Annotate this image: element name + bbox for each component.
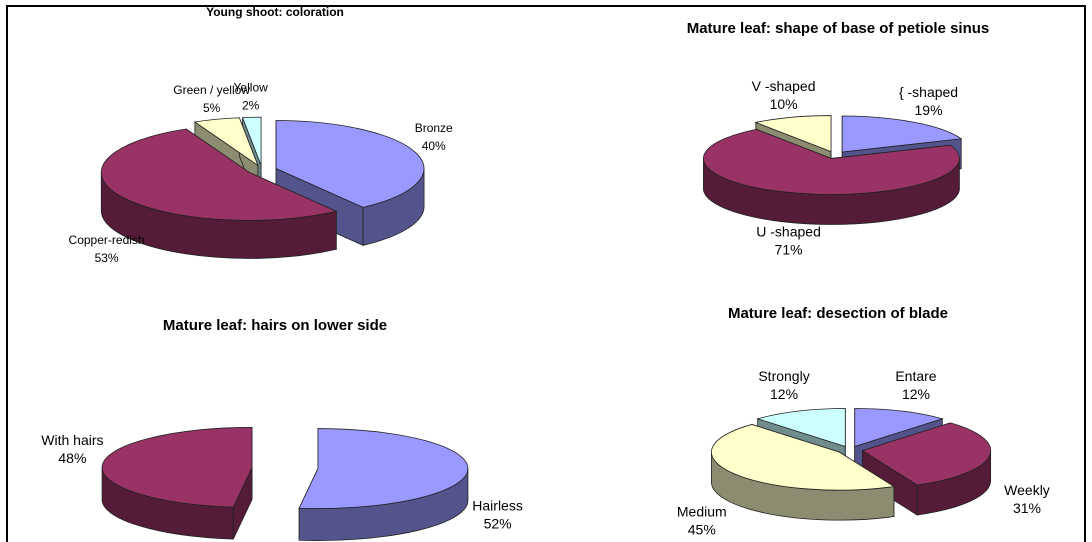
slice <box>298 428 469 509</box>
pie-chart: Mature leaf: shape of base of petiole si… <box>687 20 990 258</box>
slice-value-label: 45% <box>688 522 716 538</box>
slice-label: U -shaped <box>756 224 821 240</box>
slice <box>754 115 832 153</box>
slice-label: With hairs <box>41 432 103 448</box>
slice-value-label: 48% <box>58 450 86 466</box>
slice-label: Bronze <box>415 121 453 135</box>
slice <box>841 115 963 153</box>
chart-title: Mature leaf: hairs on lower side <box>163 317 387 334</box>
chart-title: Mature leaf: shape of base of petiole si… <box>687 20 990 37</box>
frame <box>6 5 1086 542</box>
slice-value-label: 5% <box>203 101 221 115</box>
slice <box>711 424 896 491</box>
slice <box>100 128 338 221</box>
slice-value-label: 12% <box>902 386 930 402</box>
chart-title: Young shoot: coloration <box>206 5 344 19</box>
slice-label: Hairless <box>472 497 523 513</box>
pie-chart: Mature leaf: desection of blade Entare 12%… <box>677 305 1050 538</box>
slice-label: V -shaped <box>752 78 816 94</box>
slice-value-label: 2% <box>242 99 260 113</box>
slice-label: { -shaped <box>899 84 958 100</box>
slice-value-label: 52% <box>484 515 512 531</box>
slice-label: Yellow <box>234 81 269 95</box>
slice-value-label: 12% <box>770 386 798 402</box>
slice <box>756 408 846 448</box>
slice-label: Medium <box>677 504 727 520</box>
slice <box>101 427 253 508</box>
slice-value-label: 19% <box>915 102 943 118</box>
slice <box>703 128 960 195</box>
slice <box>854 408 944 448</box>
slice-label: Strongly <box>758 368 809 384</box>
slice <box>241 116 262 166</box>
slice-value-label: 10% <box>770 96 798 112</box>
slice-label: Green / yellow <box>173 83 250 97</box>
slice-value-label: 40% <box>422 139 446 153</box>
slice <box>193 117 259 167</box>
slice-label: Entare <box>895 368 936 384</box>
slice-value-label: 71% <box>775 242 803 258</box>
slice <box>275 120 425 208</box>
slice-value-label: 53% <box>95 251 119 265</box>
chart-title: Mature leaf: desection of blade <box>728 305 948 322</box>
slice-label: Copper-redish <box>69 233 145 247</box>
slice <box>861 422 992 486</box>
pie-chart: Mature leaf: hairs on lower side Hairless… <box>41 317 523 541</box>
slice-label: Weekly <box>1004 482 1050 498</box>
pie-chart: Young shoot: coloration Bronze 40% Copper-r… <box>69 5 453 265</box>
slice-value-label: 31% <box>1013 500 1041 516</box>
